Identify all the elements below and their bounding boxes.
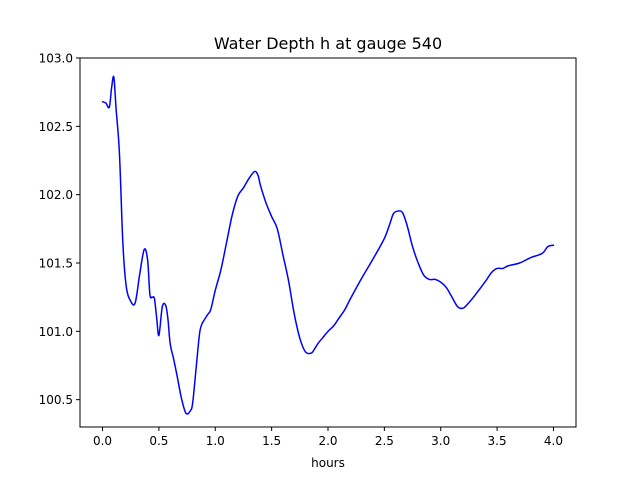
x-tick-label: 0.0 xyxy=(93,434,112,448)
y-tick-label: 100.5 xyxy=(39,393,73,407)
x-axis: 0.0 0.5 1.0 1.5 2.0 2.5 3.0 3.5 4.0 xyxy=(93,427,563,448)
x-tick-label: 2.5 xyxy=(375,434,394,448)
x-axis-label: hours xyxy=(311,456,345,470)
x-tick-label: 1.0 xyxy=(206,434,225,448)
x-tick-label: 3.5 xyxy=(488,434,507,448)
y-axis: 100.5 101.0 101.5 102.0 102.5 103.0 xyxy=(39,52,80,407)
x-tick-label: 2.0 xyxy=(318,434,337,448)
plot-frame xyxy=(79,57,577,428)
x-tick-label: 0.5 xyxy=(149,434,168,448)
plot-area xyxy=(79,57,577,428)
x-tick-label: 3.0 xyxy=(431,434,450,448)
y-tick-label: 102.5 xyxy=(39,120,73,134)
y-tick-label: 101.0 xyxy=(39,325,73,339)
series-line-water-depth xyxy=(101,75,555,415)
x-tick-label: 4.0 xyxy=(544,434,563,448)
y-tick-label: 102.0 xyxy=(39,188,73,202)
y-tick-label: 101.5 xyxy=(39,257,73,271)
y-tick-label: 103.0 xyxy=(39,52,73,66)
chart-title: Water Depth h at gauge 540 xyxy=(214,34,442,53)
x-tick-label: 1.5 xyxy=(262,434,281,448)
